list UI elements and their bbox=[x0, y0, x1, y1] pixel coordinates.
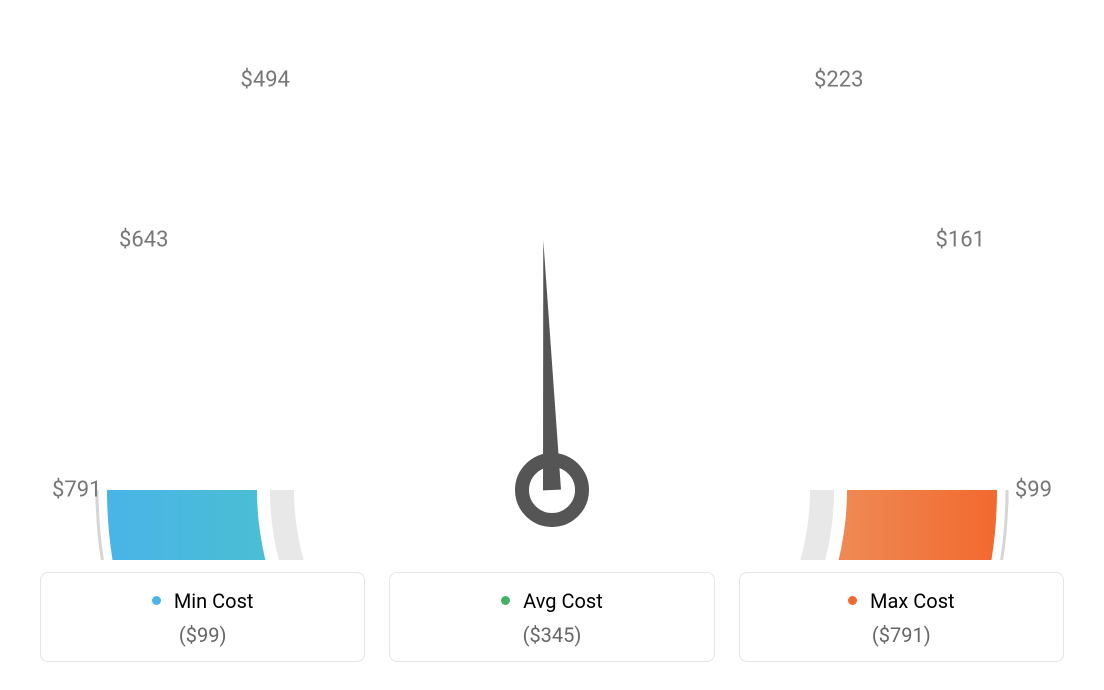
chart-container: $99$161$223$345$494$643$791 Min Cost ($9… bbox=[0, 0, 1104, 690]
gauge-chart: $99$161$223$345$494$643$791 bbox=[0, 0, 1104, 560]
legend-label: Avg Cost bbox=[523, 589, 603, 613]
legend-card-min: Min Cost ($99) bbox=[40, 572, 365, 662]
legend-card-avg: Avg Cost ($345) bbox=[389, 572, 714, 662]
gauge-tick-label: $494 bbox=[240, 68, 289, 93]
gauge-tick-label: $643 bbox=[119, 228, 168, 253]
legend-value: ($345) bbox=[402, 623, 701, 647]
legend-value: ($99) bbox=[53, 623, 352, 647]
dot-icon bbox=[501, 596, 510, 605]
gauge-tick-label: $223 bbox=[814, 68, 863, 93]
legend-label: Max Cost bbox=[870, 589, 955, 613]
dot-icon bbox=[152, 596, 161, 605]
legend-label: Min Cost bbox=[174, 589, 254, 613]
gauge-svg bbox=[0, 0, 1104, 560]
dot-icon bbox=[848, 596, 857, 605]
legend-card-max: Max Cost ($791) bbox=[739, 572, 1064, 662]
gauge-tick-label: $99 bbox=[1015, 478, 1052, 503]
legend-value: ($791) bbox=[752, 623, 1051, 647]
legend-title-min: Min Cost bbox=[53, 589, 352, 613]
legend-title-avg: Avg Cost bbox=[402, 589, 701, 613]
legend-row: Min Cost ($99) Avg Cost ($345) Max Cost … bbox=[40, 572, 1064, 662]
legend-title-max: Max Cost bbox=[752, 589, 1051, 613]
gauge-tick-label: $791 bbox=[52, 478, 101, 503]
gauge-tick-label: $161 bbox=[936, 228, 985, 253]
